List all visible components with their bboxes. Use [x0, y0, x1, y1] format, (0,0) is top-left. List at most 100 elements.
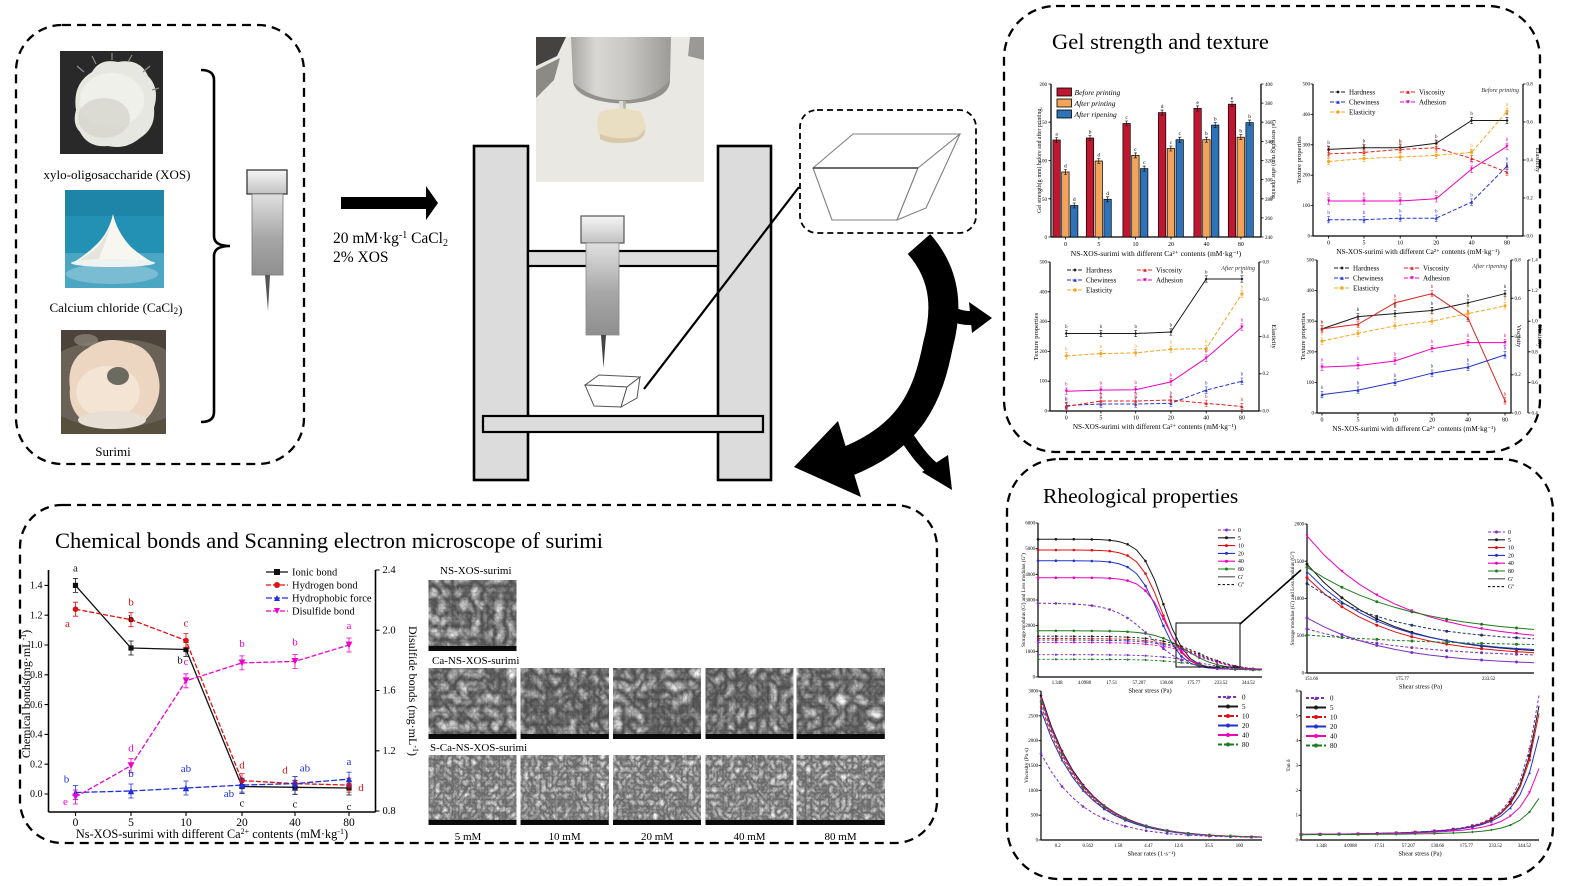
svg-text:233.52: 233.52 [1482, 677, 1496, 682]
svg-text:b: b [1435, 135, 1438, 140]
svg-text:b: b [1241, 286, 1244, 291]
svg-text:b: b [1205, 271, 1208, 276]
svg-text:5: 5 [1099, 416, 1102, 422]
svg-text:b: b [1357, 357, 1360, 362]
svg-text:40: 40 [1238, 559, 1244, 565]
svg-text:360: 360 [1265, 121, 1273, 126]
svg-text:Texture properties: Texture properties [1296, 136, 1303, 184]
svg-text:b: b [1470, 112, 1473, 117]
svg-text:b: b [1504, 392, 1507, 397]
svg-text:1000: 1000 [1028, 789, 1038, 794]
svg-text:Chemical bonds(mg·mL-1): Chemical bonds(mg·mL-1) [19, 630, 33, 758]
svg-text:40: 40 [1204, 242, 1210, 248]
svg-text:6: 6 [1296, 690, 1299, 695]
svg-text:b: b [1327, 145, 1330, 150]
svg-text:a: a [65, 618, 70, 630]
svg-text:80: 80 [343, 817, 355, 829]
svg-text:b: b [1435, 147, 1438, 152]
svg-text:G'': G'' [1238, 583, 1244, 589]
svg-text:500: 500 [1031, 814, 1039, 819]
svg-text:0.4: 0.4 [30, 730, 43, 741]
svg-text:3: 3 [1296, 764, 1299, 769]
svg-text:b: b [1357, 316, 1360, 321]
svg-text:Shear rates (1·s⁻¹): Shear rates (1·s⁻¹) [1128, 851, 1176, 858]
svg-text:20 mM: 20 mM [641, 831, 673, 843]
svg-text:100: 100 [1040, 380, 1048, 385]
svg-text:b: b [1241, 271, 1244, 276]
svg-text:1.2: 1.2 [1532, 289, 1539, 294]
svg-text:a: a [347, 756, 352, 768]
svg-text:20: 20 [1168, 242, 1174, 248]
svg-text:b: b [1504, 285, 1507, 290]
svg-text:c: c [1125, 115, 1128, 121]
svg-text:4.47: 4.47 [1144, 844, 1153, 849]
svg-text:Adhesion: Adhesion [1156, 277, 1183, 285]
svg-text:5: 5 [1097, 242, 1100, 248]
svg-text:Rheological properties: Rheological properties [1043, 484, 1238, 508]
svg-text:0.0: 0.0 [30, 789, 43, 800]
svg-text:5 mM: 5 mM [455, 831, 482, 843]
svg-text:2000: 2000 [1028, 739, 1038, 744]
svg-text:d: d [1073, 197, 1076, 203]
svg-text:b: b [1399, 193, 1402, 198]
svg-text:b: b [1205, 382, 1208, 387]
svg-text:0.2: 0.2 [30, 759, 43, 770]
svg-text:0.4: 0.4 [1515, 335, 1522, 340]
svg-text:200: 200 [1040, 350, 1048, 355]
svg-text:0.8: 0.8 [383, 806, 396, 817]
svg-text:b: b [64, 774, 70, 786]
svg-text:80: 80 [1239, 416, 1245, 422]
svg-text:Before printing: Before printing [1075, 88, 1121, 97]
svg-text:b: b [1394, 374, 1397, 379]
svg-text:40: 40 [1508, 561, 1514, 567]
svg-text:20: 20 [1433, 241, 1439, 247]
svg-text:b: b [1100, 345, 1103, 350]
svg-text:20: 20 [1330, 723, 1338, 731]
svg-text:2000: 2000 [1294, 523, 1304, 528]
svg-text:b: b [1470, 161, 1473, 166]
svg-text:Shear stress (Pa): Shear stress (Pa) [1399, 684, 1442, 691]
svg-text:b: b [1327, 141, 1330, 146]
svg-text:Disulfide bond: Disulfide bond [292, 607, 355, 618]
svg-text:40: 40 [1242, 732, 1250, 740]
svg-text:b: b [1363, 193, 1366, 198]
svg-text:1.348: 1.348 [1316, 844, 1327, 849]
svg-text:260: 260 [1265, 217, 1273, 222]
svg-text:40: 40 [1465, 418, 1471, 424]
svg-text:1.2: 1.2 [383, 746, 396, 757]
svg-text:240: 240 [1265, 236, 1273, 241]
svg-text:0.8: 0.8 [1263, 261, 1270, 266]
svg-text:400: 400 [1303, 113, 1311, 118]
svg-text:80: 80 [1508, 569, 1514, 575]
svg-text:Adhesion: Adhesion [1423, 275, 1450, 283]
svg-text:NS-XOS-surimi with different C: NS-XOS-surimi with different Ca²⁺ conten… [1332, 425, 1496, 433]
svg-text:b: b [1431, 302, 1434, 307]
svg-text:5: 5 [1242, 703, 1246, 711]
svg-text:340: 340 [1265, 140, 1273, 145]
svg-text:Chewiness: Chewiness [1353, 275, 1384, 283]
svg-text:Elasticity: Elasticity [1536, 325, 1542, 348]
svg-text:0.8: 0.8 [1515, 259, 1522, 264]
svg-text:320: 320 [1265, 160, 1273, 165]
svg-text:b: b [1100, 393, 1103, 398]
svg-text:b: b [1470, 144, 1473, 149]
svg-text:a: a [1055, 132, 1058, 138]
svg-text:b: b [1327, 193, 1330, 198]
svg-text:Ns-XOS-surimi with different C: Ns-XOS-surimi with different Ca2+ conten… [76, 827, 348, 841]
svg-text:Ca-NS-XOS-surimi: Ca-NS-XOS-surimi [432, 655, 519, 667]
svg-text:b: b [1363, 144, 1366, 149]
svg-text:After printing: After printing [1220, 265, 1255, 272]
svg-text:0.2: 0.2 [1527, 197, 1534, 202]
svg-text:a: a [73, 562, 78, 574]
svg-text:150: 150 [1040, 121, 1048, 126]
svg-text:3000: 3000 [1028, 690, 1038, 695]
svg-text:b: b [1134, 393, 1137, 398]
svg-text:1.58: 1.58 [1114, 844, 1123, 849]
svg-text:Hydrophobic force: Hydrophobic force [292, 594, 372, 605]
svg-text:4.0988: 4.0988 [1344, 844, 1358, 849]
svg-text:20: 20 [1238, 551, 1244, 557]
svg-text:ab: ab [300, 763, 311, 775]
svg-text:Hydrogen bond: Hydrogen bond [292, 581, 358, 592]
svg-text:0: 0 [1308, 235, 1311, 240]
svg-text:c: c [1170, 140, 1173, 146]
